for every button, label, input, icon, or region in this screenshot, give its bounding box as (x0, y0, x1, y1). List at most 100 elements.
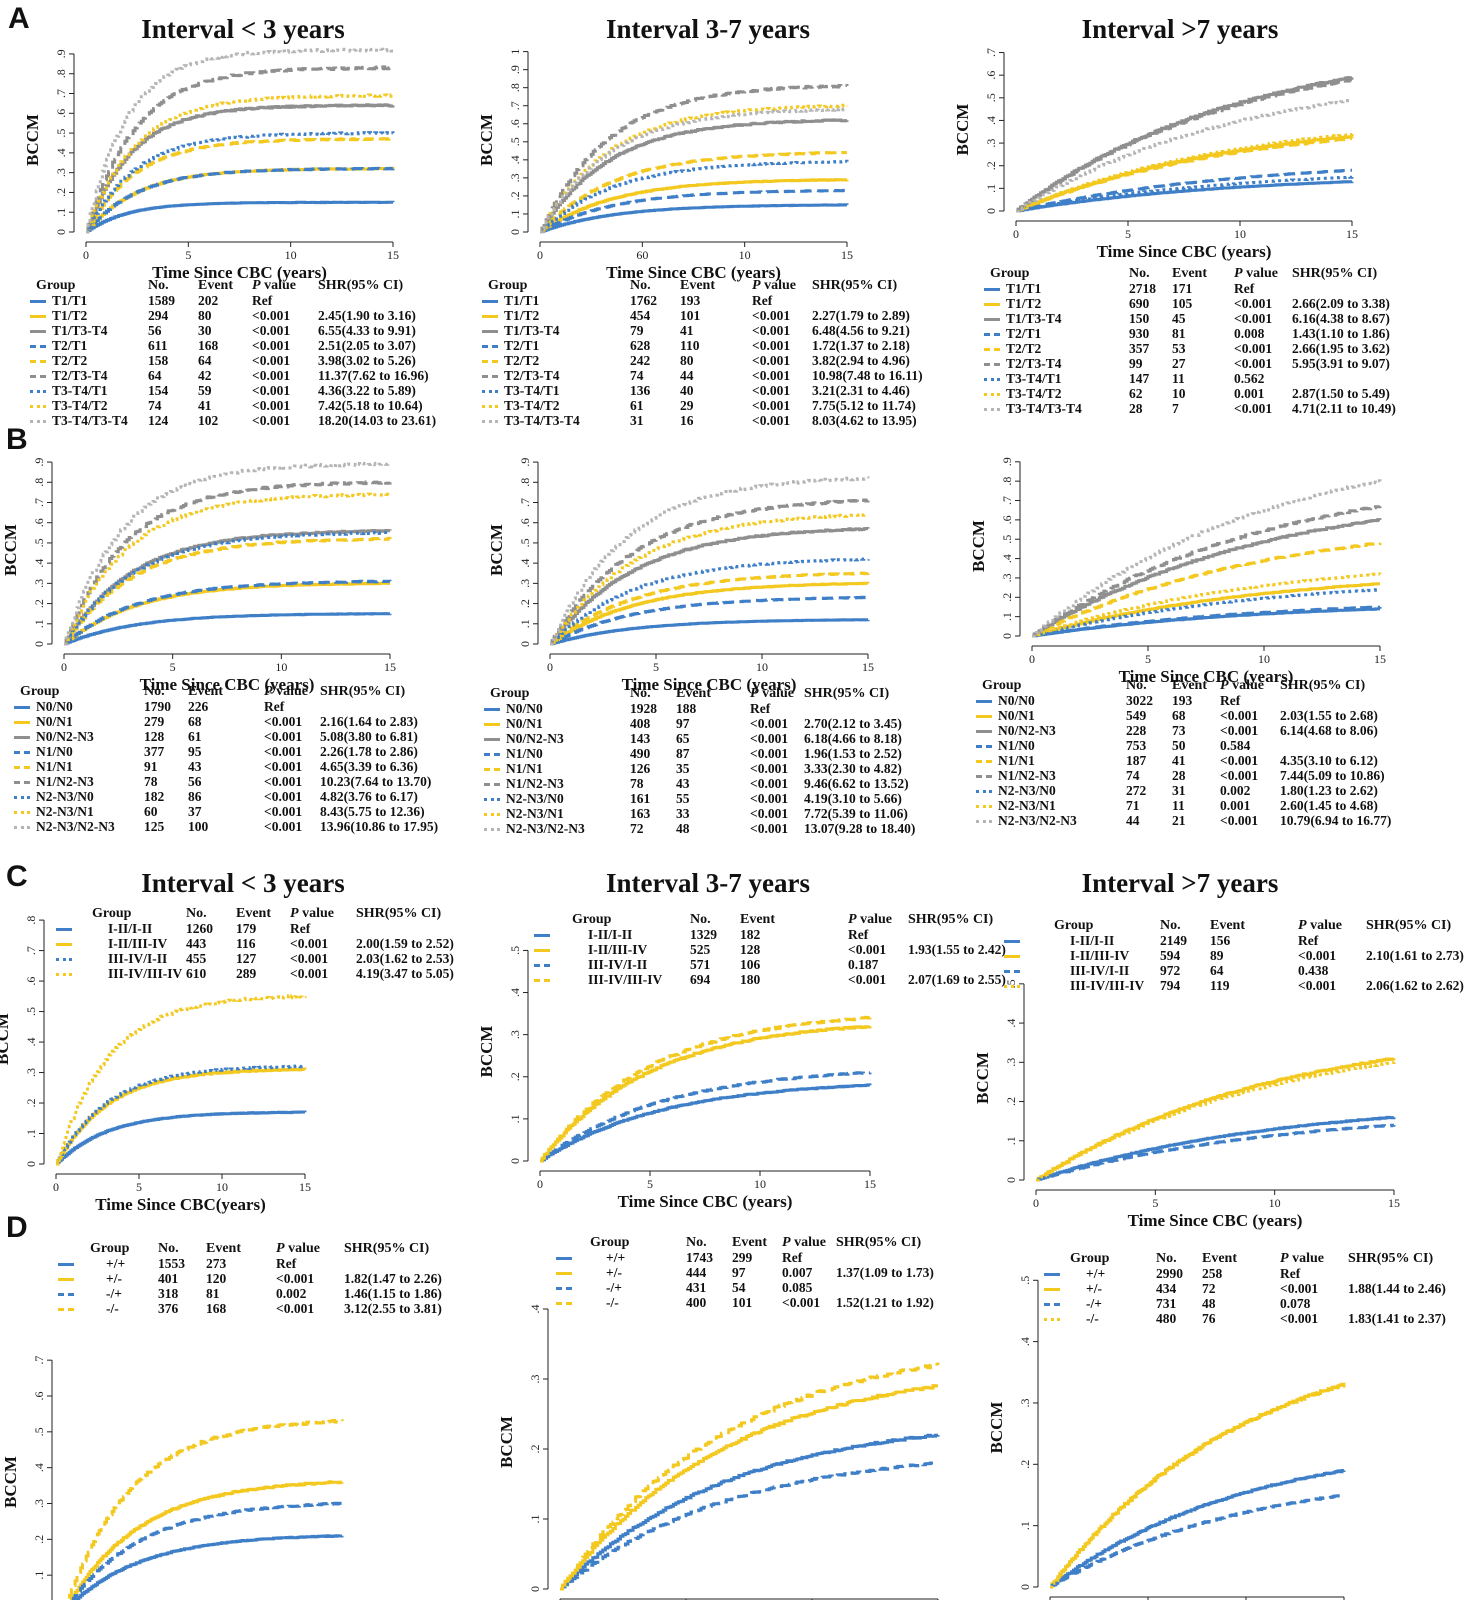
y-tick-label: .1 (984, 184, 998, 193)
legend-event: 45 (1172, 311, 1186, 326)
series-line-t1-t1 (540, 203, 849, 234)
y-tick-label: .4 (518, 559, 532, 568)
legend-shr: 2.00(1.59 to 2.52) (356, 936, 454, 951)
legend-event: 7 (1172, 401, 1179, 416)
legend-no: 91 (144, 759, 158, 774)
legend-pvalue: 0.562 (1234, 371, 1265, 386)
legend-swatch (58, 1278, 74, 1281)
legend-pvalue: 0.001 (1220, 798, 1251, 813)
legend-swatch (484, 768, 500, 771)
legend-header-shr: SHR(95% CI) (1280, 678, 1366, 693)
legend-no: 61 (630, 398, 644, 413)
legend-event: 168 (198, 338, 219, 353)
legend-pvalue: <0.001 (1234, 296, 1273, 311)
legend-header-p: P (1234, 266, 1243, 281)
y-tick-label: .4 (508, 155, 522, 164)
legend-event: 48 (676, 821, 690, 836)
legend-header-p: P (750, 686, 759, 701)
y-tick-label: .3 (518, 579, 532, 588)
legend-event: 59 (198, 383, 212, 398)
legend-header-p: P (848, 912, 857, 927)
legend-swatch (58, 1308, 74, 1311)
legend-group: T2/T3-T4 (52, 368, 108, 383)
legend-group: N2-N3/N0 (36, 789, 94, 804)
y-axis-label: BCCM (987, 1402, 1006, 1454)
legend-pvalue: <0.001 (750, 776, 789, 791)
legend-shr: 2.66(1.95 to 3.62) (1292, 341, 1390, 356)
legend-no: 3022 (1126, 693, 1153, 708)
legend-swatch (14, 811, 30, 814)
legend-no: 318 (158, 1286, 179, 1301)
legend-group: III-IV/I-II (108, 951, 168, 966)
legend-pvalue: <0.001 (252, 353, 291, 368)
legend-event: 81 (206, 1286, 220, 1301)
legend-swatch (1004, 940, 1020, 943)
legend-no: 125 (144, 819, 165, 834)
legend-swatch (14, 796, 30, 799)
legend-swatch (484, 723, 500, 726)
legend-event: 258 (1202, 1266, 1223, 1281)
legend-swatch (1044, 1303, 1060, 1306)
legend-shr: 1.80(1.23 to 2.62) (1280, 783, 1378, 798)
y-tick-label: .8 (24, 916, 38, 925)
series-line-t1-t2 (540, 178, 849, 234)
legend-no: 78 (144, 774, 158, 789)
legend-event: 28 (1172, 768, 1186, 783)
legend-group: N0/N2-N3 (998, 723, 1056, 738)
series-line- (1050, 1382, 1346, 1589)
plot-title: Interval >7 years (1081, 14, 1279, 44)
series-line-n0-n1 (1032, 582, 1380, 638)
legend-header-p: P (276, 1241, 285, 1256)
y-tick-label: .7 (508, 101, 522, 110)
legend-swatch (556, 1287, 572, 1290)
legend-pvalue: <0.001 (848, 942, 887, 957)
legend-no: 408 (630, 716, 651, 731)
legend-group: N1/N2-N3 (506, 776, 564, 791)
legend-no: 610 (186, 966, 207, 981)
plot-area: 0 .1 .2 .3 .4 .5 .6 .7 .8 0 5 10 15 Time Since CBC(ye… (0, 916, 311, 1214)
legend-swatch (984, 408, 1000, 411)
x-tick-label: 5 (1152, 1196, 1158, 1210)
legend-header-no: No. (1126, 678, 1147, 693)
legend-event: 21 (1172, 813, 1186, 828)
series-line-n1-n0 (64, 579, 392, 646)
series-line- (1050, 1493, 1346, 1589)
legend-no: 690 (1129, 296, 1150, 311)
y-tick-label: .4 (32, 559, 46, 568)
legend-no: 79 (630, 323, 644, 338)
legend-shr: 2.66(2.09 to 3.38) (1292, 296, 1390, 311)
legend-pvalue: <0.001 (1298, 978, 1337, 993)
legend-shr: 2.16(1.64 to 2.83) (320, 714, 418, 729)
legend-header-pvalue: P value (750, 686, 794, 701)
legend-swatch (30, 390, 46, 393)
plot-area: 0.1.2.3.4051015Time Since CBC (years)BCC… (497, 1305, 940, 1600)
y-tick-label: .9 (54, 49, 68, 58)
legend-header-shr: SHR(95% CI) (1366, 918, 1452, 933)
legend-group: N2-N3/N1 (998, 798, 1056, 813)
legend-no: 1260 (186, 921, 213, 936)
legend-shr: 11.37(7.62 to 16.96) (318, 368, 429, 383)
y-tick-label: .6 (518, 518, 532, 527)
legend-shr: 3.82(2.94 to 4.96) (812, 353, 910, 368)
legend-pvalue: Ref (252, 293, 273, 308)
y-tick-label: .5 (1018, 1276, 1032, 1285)
legend-event: 120 (206, 1271, 227, 1286)
x-tick-label: 5 (185, 248, 191, 262)
legend-shr: 1.96(1.53 to 2.52) (804, 746, 902, 761)
legend-no: 147 (1129, 371, 1150, 386)
legend-shr: 2.70(2.12 to 3.45) (804, 716, 902, 731)
legend-group: T3-T4/T2 (504, 398, 560, 413)
series-line-i-ii-iii-iv (540, 1025, 872, 1163)
series-line-n1-n0 (1032, 605, 1382, 638)
legend-shr: 3.33(2.30 to 4.82) (804, 761, 902, 776)
legend-swatch (984, 348, 1000, 351)
legend-header-value: value (790, 1235, 826, 1250)
x-axis-label: Time Since CBC (years) (618, 1192, 793, 1211)
series-line-iii-iv-i-ii (56, 1064, 307, 1166)
y-tick-label: .1 (1004, 1136, 1018, 1145)
y-tick-label: .5 (508, 946, 522, 955)
legend-event: 101 (732, 1295, 753, 1310)
chart-a3: Interval >7 years 0 .1 .2 .3 .4 .5 .6 .7 0 5 10 15 Ti… (953, 0, 1468, 425)
legend-header-group: Group (488, 278, 528, 293)
legend-shr: 4.35(3.10 to 6.12) (1280, 753, 1378, 768)
